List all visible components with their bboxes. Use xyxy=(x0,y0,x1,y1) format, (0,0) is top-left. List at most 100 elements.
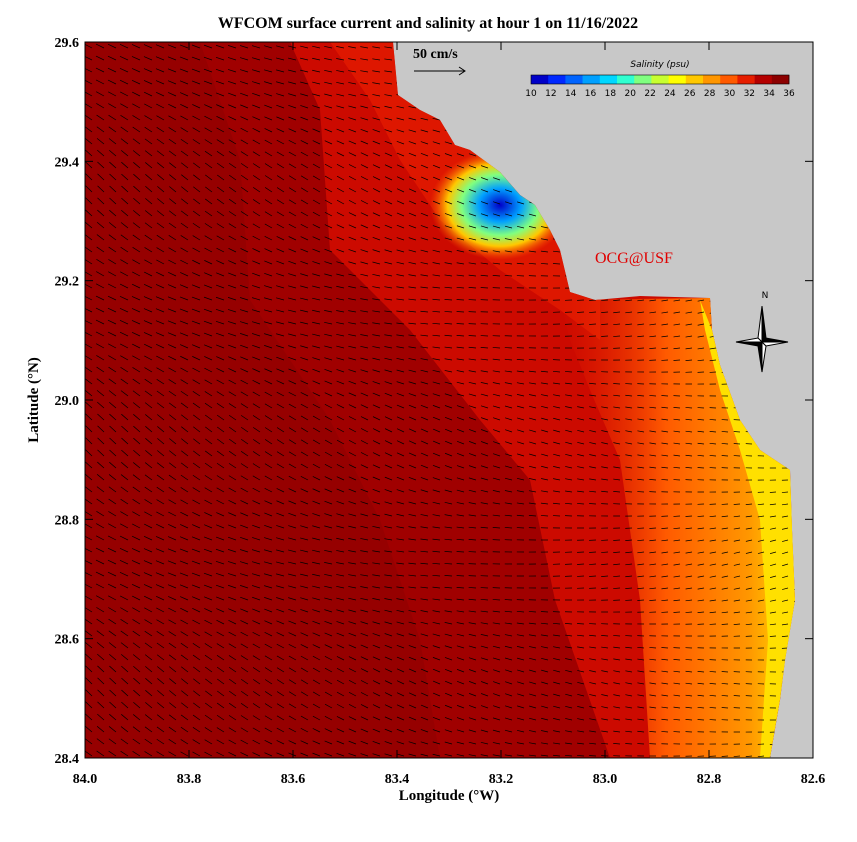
vector xyxy=(180,162,189,169)
vector xyxy=(107,67,117,73)
vector xyxy=(420,489,429,493)
vector xyxy=(613,539,621,541)
vector xyxy=(132,523,141,529)
vector xyxy=(204,739,213,745)
vector xyxy=(505,441,513,445)
vector xyxy=(143,560,153,565)
vector xyxy=(360,117,369,121)
vector xyxy=(637,563,645,566)
vector xyxy=(300,500,309,505)
vector xyxy=(625,394,633,397)
vector xyxy=(288,752,297,757)
vector xyxy=(108,246,117,253)
vector xyxy=(781,599,789,602)
vector xyxy=(336,163,345,169)
vector xyxy=(264,500,273,505)
vector xyxy=(396,176,405,181)
vector xyxy=(468,669,477,673)
vector xyxy=(240,260,249,265)
vector xyxy=(480,657,489,661)
vector xyxy=(288,297,297,301)
vector xyxy=(252,439,261,445)
vector xyxy=(228,403,237,409)
vector xyxy=(504,238,513,241)
vector xyxy=(204,260,213,265)
vector xyxy=(384,416,393,421)
vector xyxy=(661,599,669,602)
vector xyxy=(420,188,429,193)
vector xyxy=(528,754,537,757)
vector xyxy=(109,209,117,217)
vector xyxy=(757,503,765,506)
vector xyxy=(492,490,501,493)
vector xyxy=(685,611,693,613)
vector xyxy=(96,378,105,385)
vector xyxy=(239,573,249,577)
vector xyxy=(432,753,441,757)
vector xyxy=(312,620,321,625)
vector xyxy=(95,331,105,337)
vector xyxy=(228,116,237,121)
vector xyxy=(312,116,321,121)
vector xyxy=(239,309,249,313)
vector xyxy=(420,286,429,289)
vector xyxy=(420,680,429,685)
vector xyxy=(757,587,765,590)
vector xyxy=(192,150,201,157)
vector xyxy=(733,755,741,757)
vector xyxy=(276,81,285,85)
vector xyxy=(541,453,549,457)
vector xyxy=(85,234,93,241)
vector xyxy=(264,524,273,529)
vector xyxy=(324,368,333,373)
vector xyxy=(552,250,561,253)
vector xyxy=(396,753,405,757)
vector xyxy=(109,413,117,421)
vector xyxy=(348,286,357,289)
vector xyxy=(613,478,621,481)
vector xyxy=(673,706,681,709)
vector xyxy=(300,667,309,673)
vector xyxy=(697,335,705,338)
vector xyxy=(781,635,789,637)
vector xyxy=(288,427,297,433)
vector xyxy=(769,635,777,637)
vector xyxy=(263,321,273,325)
vector xyxy=(119,79,129,85)
vector xyxy=(167,44,177,49)
vector xyxy=(420,262,429,265)
vector xyxy=(420,656,429,661)
vector xyxy=(252,175,261,181)
vector xyxy=(204,379,213,385)
vector xyxy=(709,515,717,518)
vector xyxy=(685,515,693,517)
vector xyxy=(420,477,429,481)
vector xyxy=(288,667,297,673)
vector xyxy=(432,562,441,565)
vector xyxy=(336,585,345,589)
vector xyxy=(228,499,237,505)
vector xyxy=(516,646,525,649)
vector xyxy=(360,644,369,649)
vector xyxy=(168,150,177,157)
vector xyxy=(119,560,129,565)
vector xyxy=(192,222,201,229)
vector xyxy=(637,694,645,697)
vector xyxy=(541,465,549,469)
vector xyxy=(107,283,117,289)
vector xyxy=(240,116,249,121)
vector xyxy=(540,263,549,265)
vector xyxy=(492,502,501,505)
vector xyxy=(456,633,465,637)
vector xyxy=(180,462,189,469)
vector xyxy=(120,343,129,349)
vector xyxy=(192,259,201,265)
vector xyxy=(432,621,441,625)
vector xyxy=(133,173,141,181)
vector xyxy=(348,128,357,133)
vector xyxy=(492,645,501,649)
vector xyxy=(264,427,273,433)
vector xyxy=(324,105,333,109)
vector xyxy=(252,272,261,277)
vector xyxy=(360,597,369,601)
